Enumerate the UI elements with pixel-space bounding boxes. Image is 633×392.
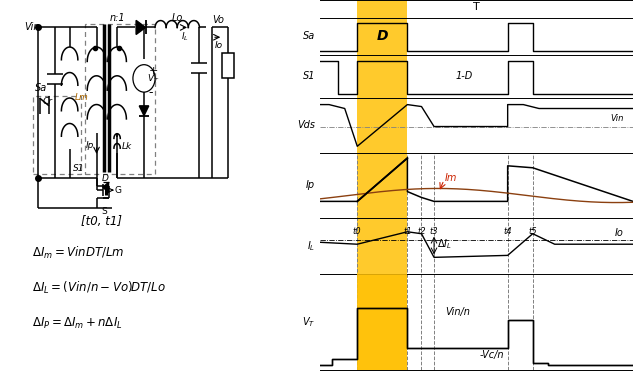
- Text: n:1: n:1: [110, 13, 125, 23]
- Text: Vo: Vo: [213, 15, 224, 25]
- Text: -: -: [149, 85, 153, 99]
- Text: t3: t3: [430, 227, 438, 236]
- Text: $\Delta I_P =\Delta I_m +n\Delta I_L$: $\Delta I_P =\Delta I_m +n\Delta I_L$: [32, 316, 122, 331]
- Text: -Vc/n: -Vc/n: [480, 350, 505, 360]
- Text: $I_L$: $I_L$: [181, 31, 189, 44]
- Polygon shape: [136, 20, 146, 34]
- Text: Io: Io: [615, 228, 624, 238]
- Text: Io: Io: [215, 41, 222, 49]
- Text: Im: Im: [445, 173, 458, 183]
- Text: $V_T$: $V_T$: [302, 316, 315, 329]
- Text: [t0, t1]: [t0, t1]: [81, 215, 122, 228]
- Text: 1-D: 1-D: [455, 71, 472, 81]
- Text: t2: t2: [417, 227, 426, 236]
- Text: $\Delta I_L =(Vin / n-Vo)DT / Lo$: $\Delta I_L =(Vin / n-Vo)DT / Lo$: [32, 280, 166, 296]
- Text: +: +: [149, 65, 158, 76]
- Text: Vin: Vin: [610, 114, 624, 123]
- Polygon shape: [103, 182, 109, 192]
- Text: T: T: [473, 2, 480, 12]
- Text: D: D: [377, 29, 388, 43]
- Text: t0: t0: [353, 227, 361, 236]
- Bar: [357, 0, 408, 370]
- Bar: [34, 96, 81, 174]
- Text: $\Delta I_m =VinDT / Lm$: $\Delta I_m =VinDT / Lm$: [32, 245, 124, 261]
- Text: Lo: Lo: [172, 13, 183, 23]
- Bar: [222, 53, 234, 78]
- Text: Sa: Sa: [35, 83, 47, 93]
- Text: S1: S1: [73, 164, 84, 173]
- Text: Vin/n: Vin/n: [445, 307, 470, 317]
- Text: Vin: Vin: [24, 22, 39, 33]
- Text: Ip: Ip: [86, 141, 94, 149]
- Text: t1: t1: [403, 227, 411, 236]
- Text: $V_T$: $V_T$: [147, 72, 160, 85]
- Text: $\Delta I_L$: $\Delta I_L$: [437, 238, 452, 251]
- Text: Vds: Vds: [297, 120, 315, 131]
- Text: Lk: Lk: [122, 143, 132, 151]
- Text: D: D: [101, 174, 108, 183]
- Text: Lm: Lm: [75, 94, 88, 102]
- Text: t5: t5: [529, 227, 537, 236]
- Bar: [357, 274, 408, 370]
- Text: $I_L$: $I_L$: [307, 239, 315, 253]
- Text: Ip: Ip: [306, 180, 315, 190]
- Text: S: S: [101, 207, 108, 216]
- Text: S1: S1: [303, 71, 315, 82]
- Polygon shape: [139, 106, 149, 116]
- Text: t4: t4: [503, 227, 512, 236]
- Bar: [85, 24, 155, 174]
- Text: Cr: Cr: [43, 98, 53, 106]
- Text: Sa: Sa: [303, 31, 315, 41]
- Text: G: G: [115, 186, 122, 194]
